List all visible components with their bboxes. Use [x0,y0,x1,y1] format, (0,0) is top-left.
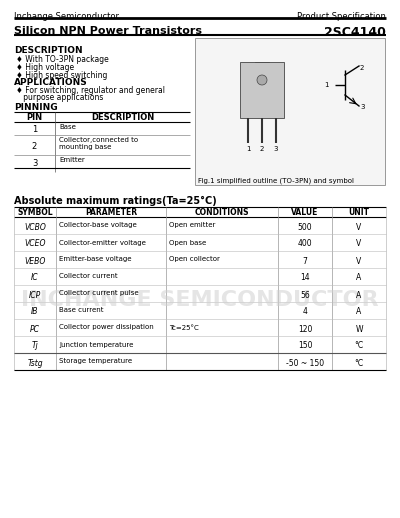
Text: Junction temperature: Junction temperature [59,341,133,348]
Text: Tc=25°C: Tc=25°C [169,324,199,330]
Text: Open base: Open base [169,239,206,246]
Text: mounting base: mounting base [59,144,111,150]
Text: Open collector: Open collector [169,256,220,263]
Text: 56: 56 [300,291,310,299]
Text: ♦ For switching, regulator and general: ♦ For switching, regulator and general [16,86,165,95]
Text: 2: 2 [32,142,37,151]
Text: Emitter: Emitter [59,157,85,163]
Text: ♦ High voltage: ♦ High voltage [16,63,74,72]
Text: Fig.1 simplified outline (TO-3PN) and symbol: Fig.1 simplified outline (TO-3PN) and sy… [198,178,354,184]
Text: V: V [356,223,362,232]
Text: 1: 1 [246,146,250,152]
Text: °C: °C [354,341,364,351]
Circle shape [257,75,267,85]
Text: Inchange Semiconductor: Inchange Semiconductor [14,12,119,21]
Text: Silicon NPN Power Transistors: Silicon NPN Power Transistors [14,26,202,36]
Text: VCEO: VCEO [24,239,46,249]
Text: VCBO: VCBO [24,223,46,232]
Text: 3: 3 [274,146,278,152]
Text: APPLICATIONS: APPLICATIONS [14,78,88,87]
Polygon shape [240,62,284,118]
Text: -50 ~ 150: -50 ~ 150 [286,358,324,367]
Text: VEBO: VEBO [24,256,46,266]
Text: PARAMETER: PARAMETER [85,208,137,217]
Text: purpose applications: purpose applications [16,93,103,102]
Text: DESCRIPTION: DESCRIPTION [14,46,83,55]
Text: Storage temperature: Storage temperature [59,358,132,365]
Text: INCHANGE SEMICONDUCTOR: INCHANGE SEMICONDUCTOR [21,290,379,310]
Text: 2SC4140: 2SC4140 [324,26,386,39]
Text: Collector power dissipation: Collector power dissipation [59,324,154,330]
Text: PINNING: PINNING [14,103,58,112]
Text: 1: 1 [324,82,329,88]
Text: 7: 7 [302,256,308,266]
Text: 3: 3 [360,104,364,110]
Text: DESCRIPTION: DESCRIPTION [91,113,154,122]
Text: °C: °C [354,358,364,367]
Text: 150: 150 [298,341,312,351]
Text: 14: 14 [300,274,310,282]
Text: Collector current: Collector current [59,274,118,280]
Text: 4: 4 [302,308,308,316]
Text: 120: 120 [298,324,312,334]
Text: Base: Base [59,124,76,130]
Text: CONDITIONS: CONDITIONS [195,208,249,217]
Text: Collector-base voltage: Collector-base voltage [59,223,137,228]
Text: A: A [356,274,362,282]
Text: Open emitter: Open emitter [169,223,215,228]
Text: ICP: ICP [29,291,41,299]
Text: A: A [356,291,362,299]
Text: 500: 500 [298,223,312,232]
Text: Absolute maximum ratings(Ta=25°C): Absolute maximum ratings(Ta=25°C) [14,196,217,206]
Text: 400: 400 [298,239,312,249]
Text: A: A [356,308,362,316]
Text: V: V [356,256,362,266]
Text: VALUE: VALUE [291,208,319,217]
Text: V: V [356,239,362,249]
Text: PC: PC [30,324,40,334]
Text: 1: 1 [32,125,37,135]
Text: Base current: Base current [59,308,104,313]
Text: Collector current pulse: Collector current pulse [59,291,139,296]
Text: Collector-emitter voltage: Collector-emitter voltage [59,239,146,246]
Text: UNIT: UNIT [348,208,370,217]
Text: W: W [355,324,363,334]
Text: 2: 2 [360,65,364,71]
Text: Emitter-base voltage: Emitter-base voltage [59,256,132,263]
Text: Product Specification: Product Specification [297,12,386,21]
Text: Collector,connected to: Collector,connected to [59,137,138,143]
Text: 3: 3 [32,159,37,167]
Text: IB: IB [31,308,39,316]
Text: IC: IC [31,274,39,282]
Text: Tj: Tj [32,341,38,351]
Text: PIN: PIN [26,113,42,122]
Text: Tstg: Tstg [27,358,43,367]
Text: ♦ High speed switching: ♦ High speed switching [16,71,107,80]
Bar [255,62,269,70]
Text: 2: 2 [260,146,264,152]
Text: ♦ With TO-3PN package: ♦ With TO-3PN package [16,55,109,64]
Text: SYMBOL: SYMBOL [17,208,53,217]
Bar [195,38,385,185]
